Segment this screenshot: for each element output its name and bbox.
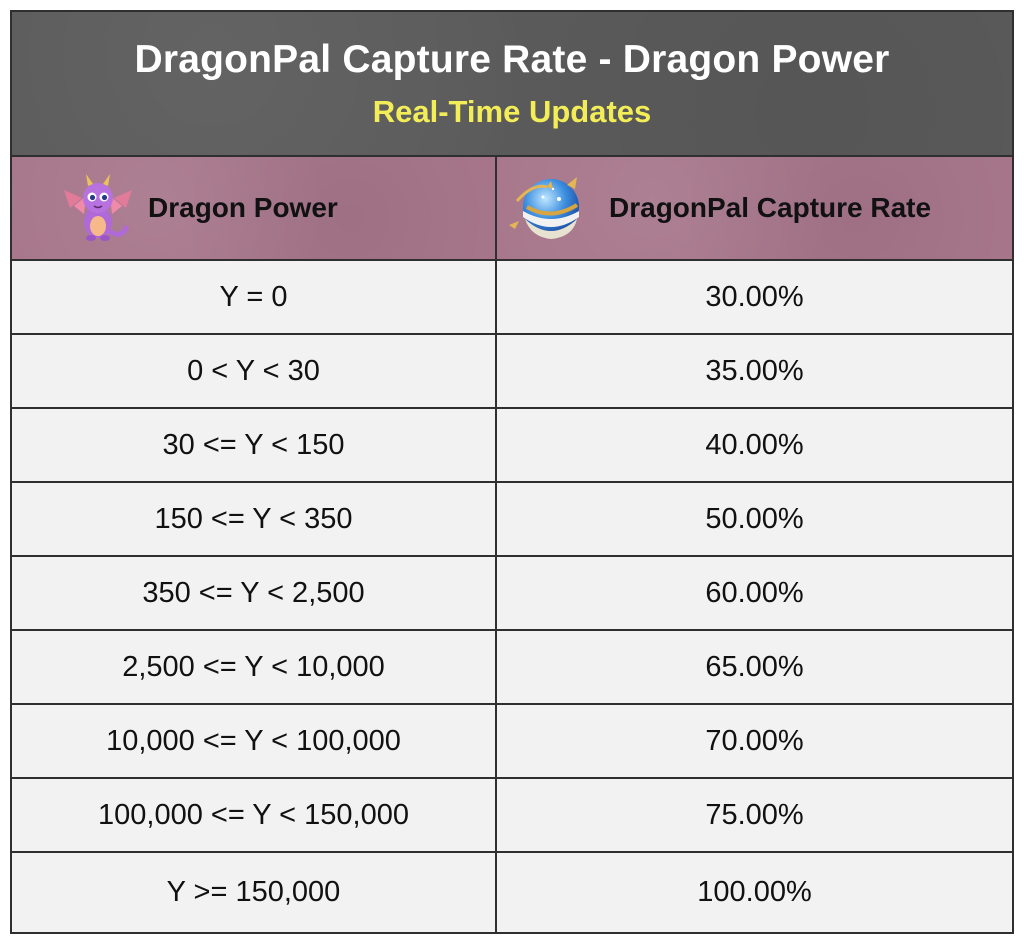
- table-row: 350 <= Y < 2,500 60.00%: [12, 557, 1012, 629]
- column-label-dragon-power: Dragon Power: [148, 192, 338, 223]
- table-row: 2,500 <= Y < 10,000 65.00%: [12, 631, 1012, 703]
- dragon-power-cell: 350 <= Y < 2,500: [12, 557, 495, 629]
- page-subtitle: Real-Time Updates: [372, 94, 652, 129]
- table-row: 30 <= Y < 150 40.00%: [12, 409, 1012, 481]
- capture-rate-cell: 100.00%: [497, 853, 1012, 932]
- column-header-capture-rate: DragonPal Capture Rate: [497, 157, 1012, 259]
- table-row: 10,000 <= Y < 100,000 70.00%: [12, 705, 1012, 777]
- dragon-power-cell: 10,000 <= Y < 100,000: [12, 705, 495, 777]
- dragon-icon: [60, 168, 136, 249]
- capture-orb-icon: [507, 167, 589, 250]
- table-header: DragonPal Capture Rate - Dragon Power Re…: [12, 12, 1012, 155]
- dragon-power-cell: Y >= 150,000: [12, 853, 495, 932]
- table-row: 150 <= Y < 350 50.00%: [12, 483, 1012, 555]
- capture-rate-cell: 40.00%: [497, 409, 1012, 481]
- table-row: Y = 0 30.00%: [12, 261, 1012, 333]
- dragon-power-cell: 150 <= Y < 350: [12, 483, 495, 555]
- capture-rate-cell: 75.00%: [497, 779, 1012, 851]
- table-row: 0 < Y < 30 35.00%: [12, 335, 1012, 407]
- capture-rate-cell: 35.00%: [497, 335, 1012, 407]
- capture-rate-cell: 50.00%: [497, 483, 1012, 555]
- dragon-power-cell: 100,000 <= Y < 150,000: [12, 779, 495, 851]
- capture-rate-table: DragonPal Capture Rate - Dragon Power Re…: [10, 10, 1014, 934]
- dragon-power-cell: 2,500 <= Y < 10,000: [12, 631, 495, 703]
- capture-rate-cell: 60.00%: [497, 557, 1012, 629]
- page-title: DragonPal Capture Rate - Dragon Power: [134, 38, 890, 81]
- dragon-power-cell: Y = 0: [12, 261, 495, 333]
- table-row: Y >= 150,000 100.00%: [12, 853, 1012, 932]
- column-label-capture-rate: DragonPal Capture Rate: [609, 192, 932, 223]
- capture-rate-cell: 30.00%: [497, 261, 1012, 333]
- column-header-dragon-power: Dragon Power: [12, 157, 495, 259]
- capture-rate-cell: 70.00%: [497, 705, 1012, 777]
- table-row: 100,000 <= Y < 150,000 75.00%: [12, 779, 1012, 851]
- dragon-power-cell: 30 <= Y < 150: [12, 409, 495, 481]
- capture-rate-cell: 65.00%: [497, 631, 1012, 703]
- dragon-power-cell: 0 < Y < 30: [12, 335, 495, 407]
